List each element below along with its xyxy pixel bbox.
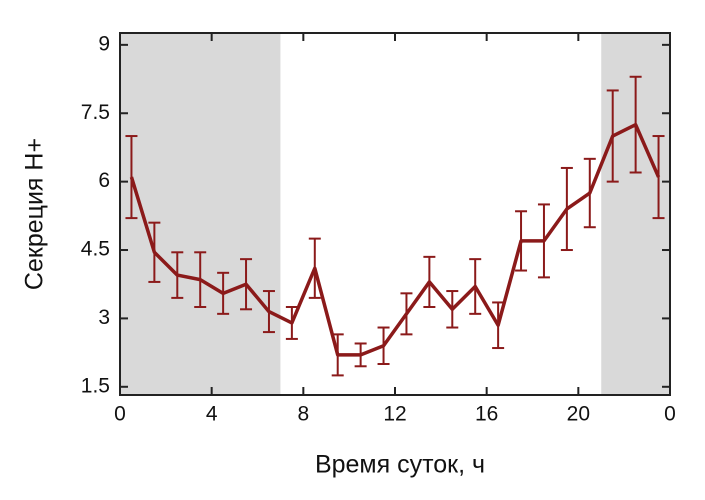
y-tick-label: 4.5: [81, 238, 110, 261]
y-tick-label: 9: [98, 32, 110, 55]
plot-frame: [119, 32, 671, 396]
x-tick-label: 0: [114, 403, 126, 426]
shaded-region: [120, 33, 281, 395]
y-tick-label: 7.5: [81, 101, 110, 124]
y-axis-label: Секреция H+: [21, 138, 49, 290]
x-tick-label: 16: [475, 403, 498, 426]
data-line: [129, 122, 661, 357]
x-axis-label: Время суток, ч: [315, 451, 485, 479]
x-tick-label: 8: [297, 403, 309, 426]
y-tick-label: 3: [98, 306, 110, 329]
y-tick-label: 6: [98, 169, 110, 192]
x-tick-label: 20: [567, 403, 590, 426]
x-tick-label: 12: [383, 403, 406, 426]
x-tick-label: 0: [664, 403, 676, 426]
x-tick-label: 4: [206, 403, 218, 426]
y-tick-label: 1.5: [81, 374, 110, 397]
